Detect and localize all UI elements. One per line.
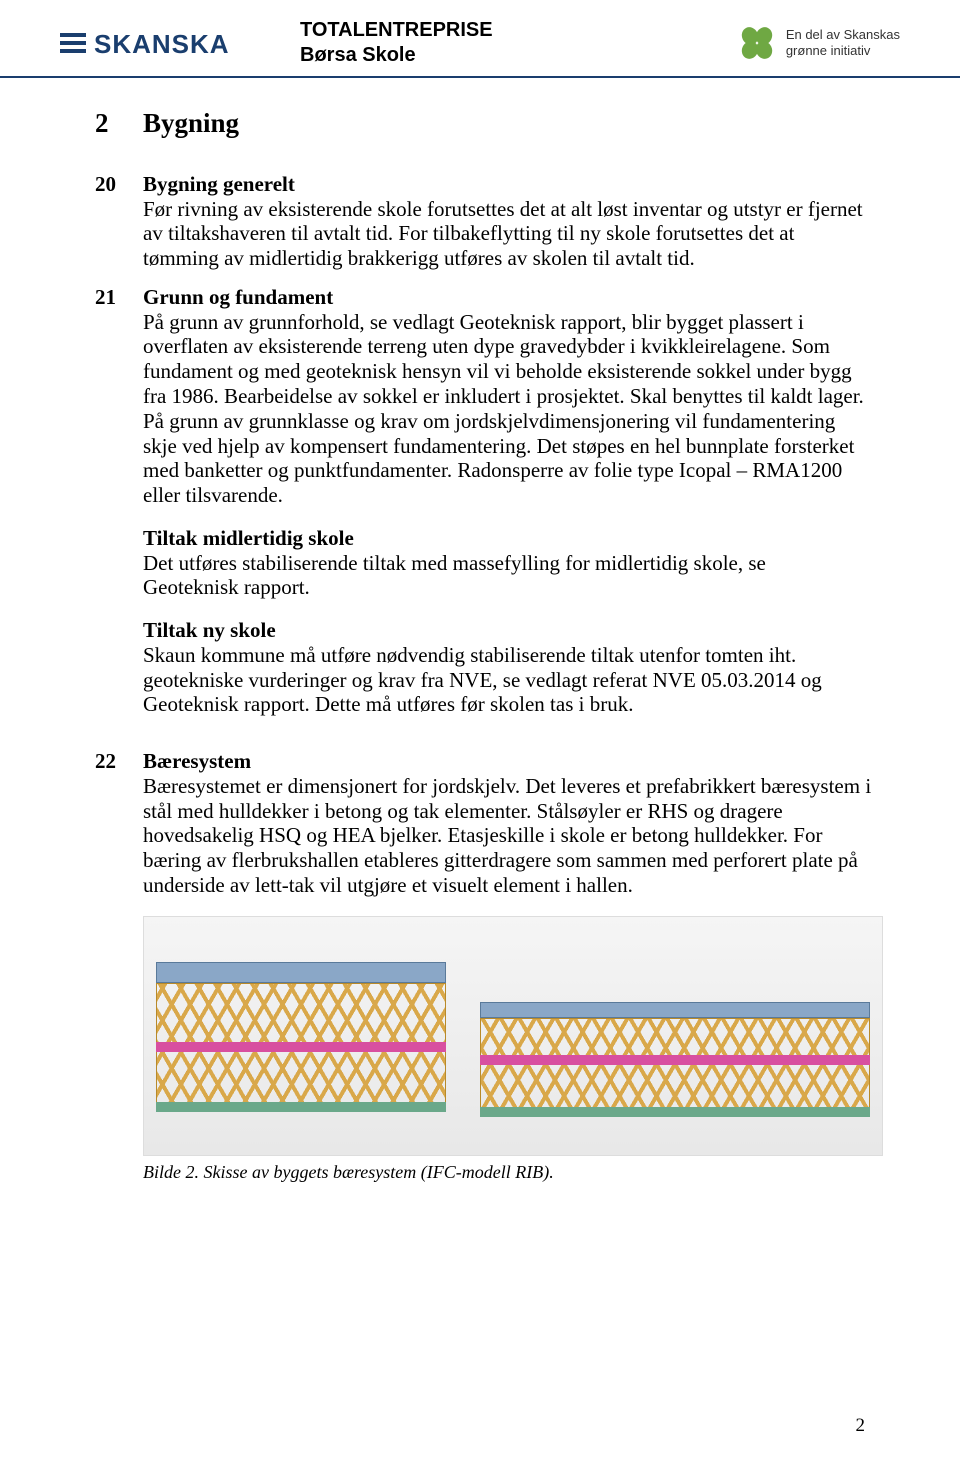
page-number: 2: [856, 1415, 866, 1437]
subsection-heading: Tiltak ny skole: [143, 618, 865, 643]
section-21: 21 Grunn og fundament På grunn av grunnf…: [95, 285, 865, 735]
section-title: Bygning generelt: [143, 172, 295, 196]
initiative-text: En del av Skanskas grønne initiativ: [786, 27, 900, 60]
skanska-logo-text: SKANSKA: [94, 29, 230, 59]
title-line1: TOTALENTREPRISE: [300, 19, 493, 41]
section-20: 20 Bygning generelt Før rivning av eksis…: [95, 172, 865, 271]
subsection-text: Det utføres stabiliserende tiltak med ma…: [143, 551, 766, 600]
page-header: SKANSKA TOTALENTREPRISE Børsa Skole En d…: [0, 0, 960, 78]
building-right-sketch: [480, 1002, 870, 1117]
skanska-logo: SKANSKA: [60, 27, 260, 59]
title-line2: Børsa Skole: [300, 44, 416, 66]
subsection-heading: Tiltak midlertidig skole: [143, 526, 865, 551]
building-left-sketch: [156, 962, 446, 1112]
section-body: Bæresystem Bæresystemet er dimensjonert …: [143, 749, 883, 1193]
subsection-tiltak-ny: Tiltak ny skole Skaun kommune må utføre …: [143, 618, 865, 717]
skanska-logo-svg: SKANSKA: [60, 27, 260, 59]
subsection-text: Skaun kommune må utføre nødvendig stabil…: [143, 643, 822, 717]
figure-image: [143, 916, 883, 1156]
section-number: 22: [95, 749, 143, 1193]
section-body: Bygning generelt Før rivning av eksister…: [143, 172, 865, 271]
section-text: Bæresystemet er dimensjonert for jordskj…: [143, 774, 871, 897]
section-title: Bæresystem: [143, 749, 251, 773]
section-text: På grunn av grunnforhold, se vedlagt Geo…: [143, 310, 864, 507]
section-text: Før rivning av eksisterende skole foruts…: [143, 197, 863, 271]
initiative-line2: grønne initiativ: [786, 43, 871, 58]
initiative-line1: En del av Skanskas: [786, 27, 900, 42]
section-number: 20: [95, 172, 143, 271]
clover-icon: [736, 22, 778, 64]
initiative-logo: En del av Skanskas grønne initiativ: [736, 22, 900, 64]
section-22: 22 Bæresystem Bæresystemet er dimensjone…: [95, 749, 865, 1193]
section-title: Bygning: [143, 108, 865, 140]
page-content: 2 Bygning 20 Bygning generelt Før rivnin…: [0, 78, 960, 1193]
section-number: 21: [95, 285, 143, 735]
figure-2: Bilde 2. Skisse av byggets bæresystem (I…: [143, 916, 883, 1183]
section-number: 2: [95, 108, 143, 140]
section-title: Grunn og fundament: [143, 285, 333, 309]
section-body: Grunn og fundament På grunn av grunnforh…: [143, 285, 865, 735]
subsection-tiltak-midlertidig: Tiltak midlertidig skole Det utføres sta…: [143, 526, 865, 600]
figure-caption: Bilde 2. Skisse av byggets bæresystem (I…: [143, 1162, 883, 1183]
section-2: 2 Bygning: [95, 108, 865, 158]
document-title: TOTALENTREPRISE Børsa Skole: [260, 18, 736, 68]
